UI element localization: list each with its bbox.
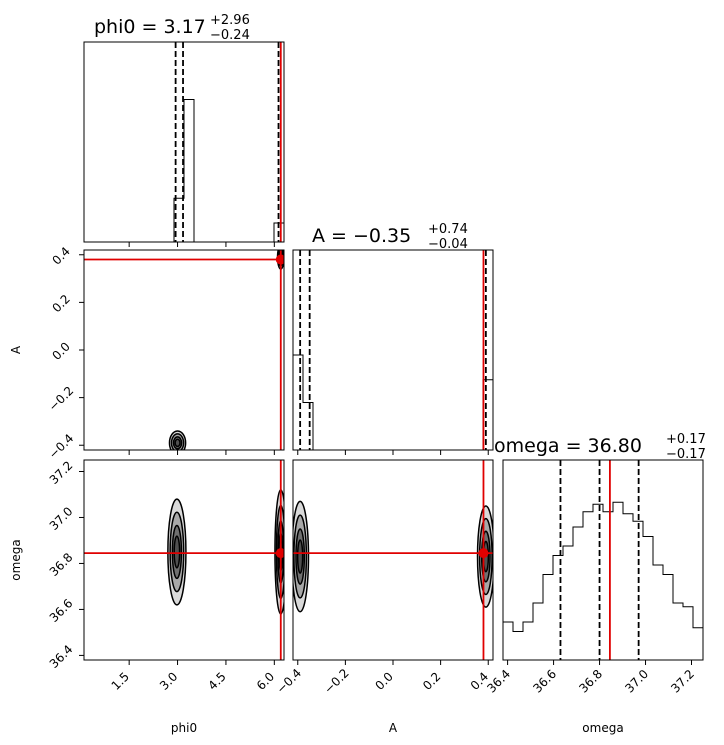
xtick-label-A-2: 0.0 <box>372 669 395 692</box>
ytick-label-omega-4: 37.2 <box>47 458 76 487</box>
title-A-plus: +0.74 <box>428 222 468 237</box>
ylabel-omega: omega <box>9 539 23 580</box>
ytick-label-A-0: −0.4 <box>46 431 77 462</box>
hist-panel-phi0 <box>84 42 284 242</box>
xtick-label-phi0-0: 1.5 <box>109 669 132 692</box>
panel-frame-1-1 <box>292 249 494 451</box>
xlabel-phi0: phi0 <box>171 721 197 735</box>
ytick-label-omega-3: 37.0 <box>47 504 76 533</box>
contour-A_omega-0-3 <box>296 539 304 574</box>
truth-point-phi0_omega <box>275 548 284 559</box>
title-omega: omega = 36.80 <box>494 435 642 457</box>
ytick-label-omega-2: 36.8 <box>47 550 76 579</box>
hist-panel-omega <box>503 460 703 660</box>
xtick-label-omega-2: 36.8 <box>576 667 605 696</box>
hist-step-phi0 <box>84 51 284 242</box>
title-A-minus: −0.04 <box>428 237 468 252</box>
contour-panel-phi0_omega <box>84 460 284 660</box>
title-phi0-plus: +2.96 <box>210 13 250 28</box>
contour-panel-phi0_A <box>84 250 284 450</box>
ytick-label-omega-1: 36.6 <box>47 596 76 625</box>
title-phi0: phi0 = 3.17 <box>94 16 206 38</box>
panel-frame-0-0 <box>83 41 285 243</box>
xtick-label-phi0-2: 4.5 <box>205 669 228 692</box>
xtick-label-omega-1: 36.6 <box>530 667 559 696</box>
xtick-label-A-3: 0.2 <box>420 669 443 692</box>
panel-frame-2-2 <box>502 459 704 661</box>
ytick-label-A-1: −0.2 <box>46 384 77 415</box>
ytick-label-A-2: 0.0 <box>49 339 72 362</box>
xtick-label-A-0: −0.4 <box>274 666 305 697</box>
title-omega-minus: −0.17 <box>666 447 706 462</box>
xtick-label-phi0-1: 3.0 <box>157 669 180 692</box>
xtick-label-omega-3: 37.0 <box>622 667 651 696</box>
hist-panel-A <box>293 250 493 450</box>
panel-frame-2-0 <box>83 459 285 661</box>
contour-phi0_omega-0-3 <box>173 535 181 569</box>
hist-step-omega <box>503 501 703 660</box>
xtick-label-phi0-3: 6.0 <box>254 669 277 692</box>
ytick-label-A-3: 0.2 <box>49 292 72 315</box>
xlabel-omega: omega <box>582 721 623 735</box>
panel-frame-2-1 <box>292 459 494 661</box>
truth-point-A_omega <box>478 548 489 559</box>
title-A: A = −0.35 <box>312 225 411 247</box>
ytick-label-A-4: 0.4 <box>49 244 72 267</box>
ytick-label-omega-0: 36.4 <box>47 642 76 671</box>
truth-point-phi0_A <box>275 254 284 265</box>
title-phi0-minus: −0.24 <box>210 28 250 43</box>
contour-panel-A_omega <box>293 460 493 660</box>
xtick-label-omega-0: 36.4 <box>484 667 513 696</box>
panel-frame-1-0 <box>83 249 285 451</box>
contour-phi0_A-0-3 <box>174 438 181 448</box>
xtick-label-A-1: −0.2 <box>321 666 352 697</box>
ylabel-A: A <box>9 345 23 354</box>
xtick-label-omega-4: 37.2 <box>668 667 697 696</box>
hist-step-A <box>293 354 493 450</box>
title-omega-plus: +0.17 <box>666 432 706 447</box>
xlabel-A: A <box>389 721 398 735</box>
